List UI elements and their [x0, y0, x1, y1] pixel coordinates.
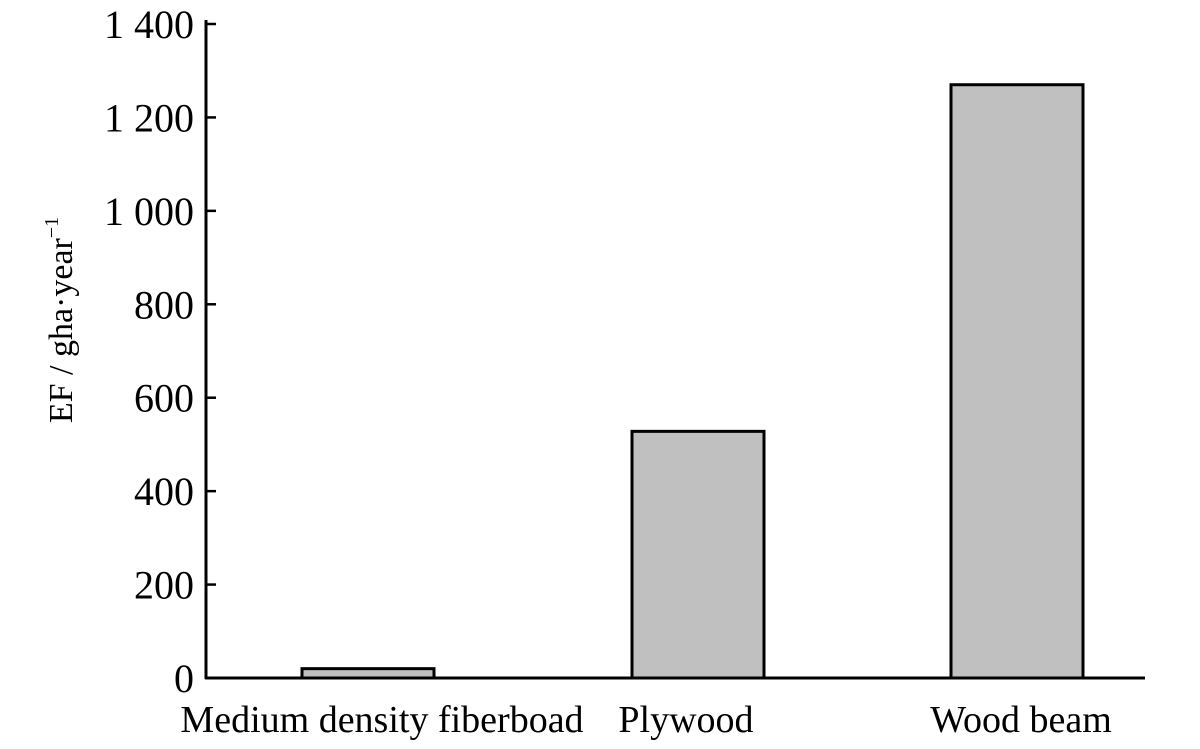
x-tick-label: Wood beam	[930, 699, 1112, 741]
y-tick-label: 1 400	[104, 2, 194, 47]
y-tick-label: 0	[174, 656, 194, 701]
y-axis-title-text: EF / gha·year	[43, 237, 80, 423]
y-tick-label: 1 200	[104, 95, 194, 140]
y-tick-label: 400	[134, 469, 194, 514]
bars-layer	[300, 83, 1085, 680]
axes-layer	[204, 20, 1145, 680]
y-tick-label: 1 000	[104, 189, 194, 234]
y-tick-label: 600	[134, 376, 194, 421]
bar	[630, 429, 766, 680]
bar	[949, 83, 1085, 680]
y-ticks: 0 200 400 600 800 1 000 1 200 1 400	[104, 2, 216, 701]
x-tick-label: Plywood	[618, 699, 753, 741]
y-axis-title: EF / gha·year−1	[41, 217, 80, 423]
y-tick-label: 800	[134, 282, 194, 327]
x-tick-labels: Medium density fiberboad Plywood Wood beam	[180, 699, 1111, 741]
y-axis-title-superscript: −1	[41, 217, 63, 238]
x-tick-label: Medium density fiberboad	[180, 699, 583, 741]
y-tick-label: 200	[134, 563, 194, 608]
